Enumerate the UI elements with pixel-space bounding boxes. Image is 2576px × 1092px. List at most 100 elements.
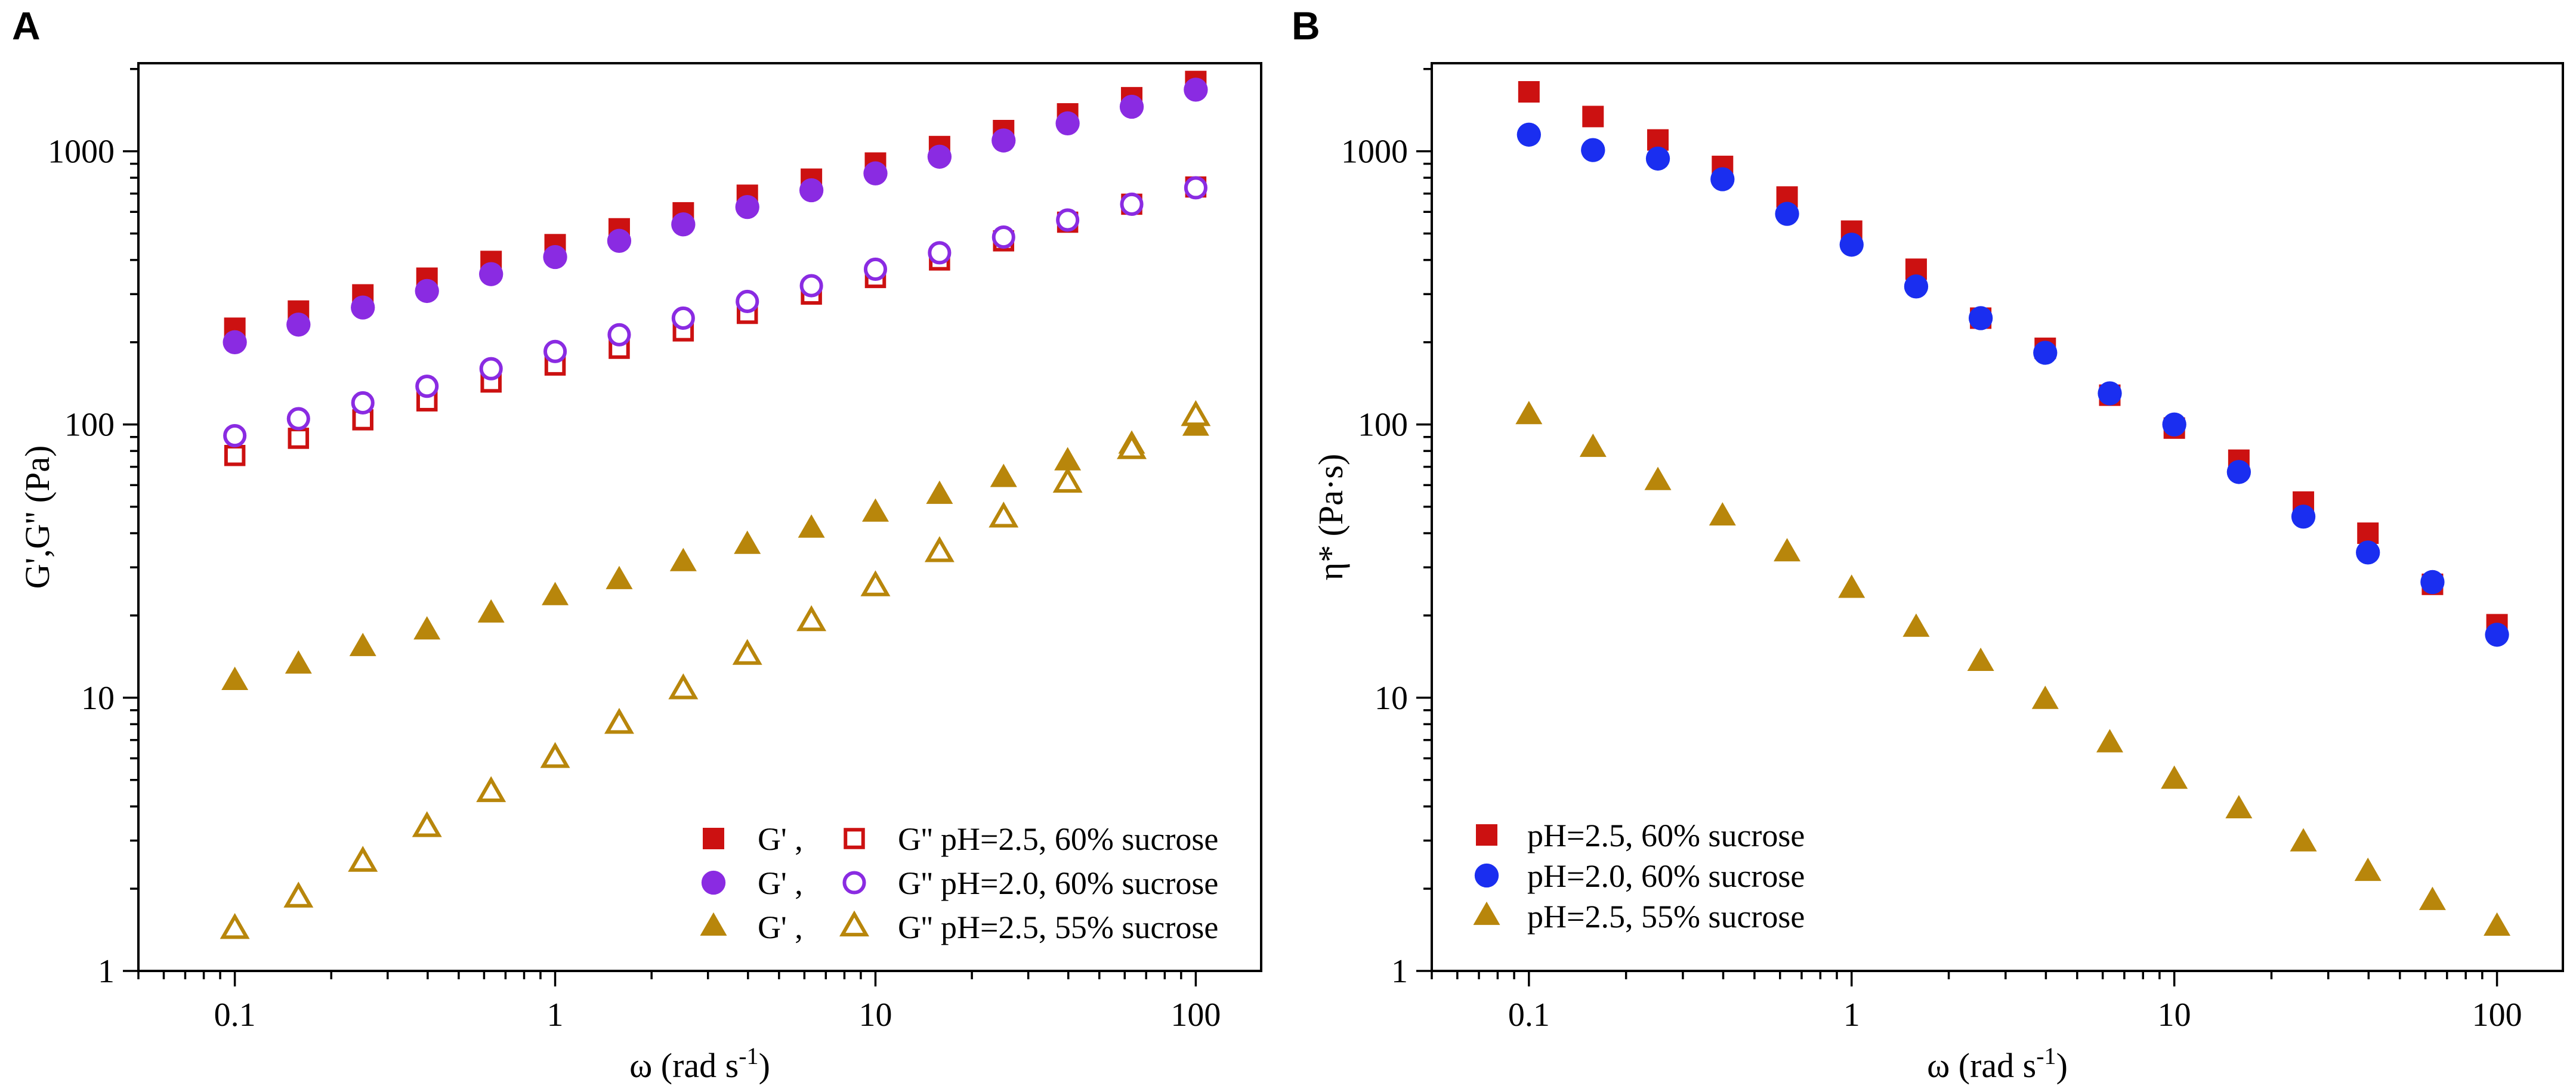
data-point <box>285 650 312 674</box>
data-point <box>2485 623 2509 647</box>
data-point <box>2226 460 2251 484</box>
data-point <box>2420 570 2445 595</box>
series-6 <box>220 400 1211 939</box>
legend-marker <box>1473 901 1500 925</box>
data-point <box>543 339 567 363</box>
data-point <box>1582 106 1604 128</box>
legend-marker <box>1476 824 1497 846</box>
data-point <box>2291 505 2316 529</box>
legend-marker-open <box>842 871 866 895</box>
data-point <box>1184 78 1208 102</box>
plot-frame <box>1431 62 2564 972</box>
data-point <box>798 514 825 538</box>
y-tick-label: 10 <box>81 680 115 717</box>
plot-frame <box>137 62 1262 972</box>
data-point <box>1710 167 1735 191</box>
y-tick-label: 1 <box>1391 953 1408 990</box>
series-5 <box>221 412 1209 690</box>
data-point <box>476 776 506 802</box>
data-point <box>1518 81 1540 103</box>
y-tick-label: 100 <box>1358 407 1408 444</box>
y-axis-ticks <box>1416 67 1432 972</box>
series-1 <box>224 70 1207 339</box>
data-point <box>1184 176 1207 200</box>
legend-label: G'' pH=2.5, 55% sucrose <box>898 910 1218 945</box>
data-point <box>351 391 375 415</box>
data-point <box>283 881 314 908</box>
y-axis-label: G',G'' (Pa) <box>18 446 57 589</box>
data-point <box>1120 192 1144 216</box>
legend-marker-open <box>844 828 865 849</box>
data-point <box>2225 794 2253 819</box>
legend-item: pH=2.5, 60% sucrose <box>1476 818 1805 853</box>
data-point <box>1709 502 1736 526</box>
x-axis-ticks <box>137 971 1197 986</box>
legend-marker-open <box>839 910 869 937</box>
data-point <box>351 295 375 320</box>
panel-letter: B <box>1292 4 1320 48</box>
x-tick-label: 10 <box>858 997 892 1034</box>
data-point <box>2354 858 2382 881</box>
data-point <box>2356 540 2380 565</box>
data-point <box>2357 522 2379 545</box>
data-point <box>1054 447 1082 471</box>
data-point <box>732 639 762 665</box>
data-point <box>1775 202 1799 226</box>
data-point <box>604 707 634 734</box>
data-point <box>928 241 952 265</box>
data-point <box>2290 828 2317 852</box>
data-point <box>1117 433 1147 459</box>
panel-letter: A <box>12 4 41 48</box>
data-point <box>543 245 567 270</box>
legend-marker-filled <box>703 828 724 849</box>
data-point <box>412 811 442 837</box>
data-point <box>861 498 889 522</box>
legend: pH=2.5, 60% sucrose pH=2.0, 60% sucrose pH… <box>1473 818 1805 935</box>
data-point <box>860 570 891 596</box>
data-point <box>1516 122 1541 147</box>
data-point <box>1055 111 1080 136</box>
x-tick-label: 100 <box>2472 997 2522 1034</box>
data-point <box>224 444 246 466</box>
legend-item: G' , G'' pH=2.5, 60% sucrose <box>703 821 1218 857</box>
data-point <box>669 547 697 571</box>
x-tick-label: 0.1 <box>1508 997 1550 1034</box>
data-point <box>735 194 759 219</box>
data-point <box>479 262 504 286</box>
y-tick-label: 100 <box>64 407 115 444</box>
legend-item: G' , G'' pH=2.5, 55% sucrose <box>700 910 1218 945</box>
y-axis-ticks <box>123 67 138 972</box>
legend-marker-filled <box>701 870 726 895</box>
data-point <box>926 480 953 504</box>
y-tick-label: 1 <box>98 953 115 990</box>
data-point <box>927 144 952 169</box>
data-point <box>1902 613 1930 637</box>
data-point <box>2162 412 2186 437</box>
legend-label: G'' pH=2.0, 60% sucrose <box>898 865 1218 901</box>
data-point <box>2161 765 2188 789</box>
data-point <box>415 279 439 304</box>
data-point <box>2419 886 2446 910</box>
data-point <box>1581 138 1605 162</box>
legend-marker <box>1474 863 1499 888</box>
x-tick-label: 10 <box>2158 997 2191 1034</box>
data-point <box>607 323 631 347</box>
y-tick-label: 1000 <box>48 134 115 171</box>
data-point <box>2484 912 2511 936</box>
data-point <box>799 274 823 298</box>
data-point <box>415 375 439 398</box>
legend-item: pH=2.0, 60% sucrose <box>1474 858 1805 894</box>
x-tick-label: 1 <box>1843 997 1860 1034</box>
legend: G' , G'' pH=2.5, 60% sucrose G' , G'' pH=2.… <box>700 821 1218 945</box>
data-point <box>288 428 310 449</box>
y-tick-label: 1000 <box>1341 134 1408 171</box>
legend-label: G'' pH=2.5, 60% sucrose <box>898 821 1218 857</box>
series-4 <box>223 176 1207 448</box>
data-point <box>223 423 247 448</box>
data-point <box>479 357 503 381</box>
data-point <box>413 616 441 640</box>
data-point <box>1181 400 1211 426</box>
data-point <box>1579 433 1607 457</box>
legend-label-gprime: G' , <box>758 821 803 857</box>
